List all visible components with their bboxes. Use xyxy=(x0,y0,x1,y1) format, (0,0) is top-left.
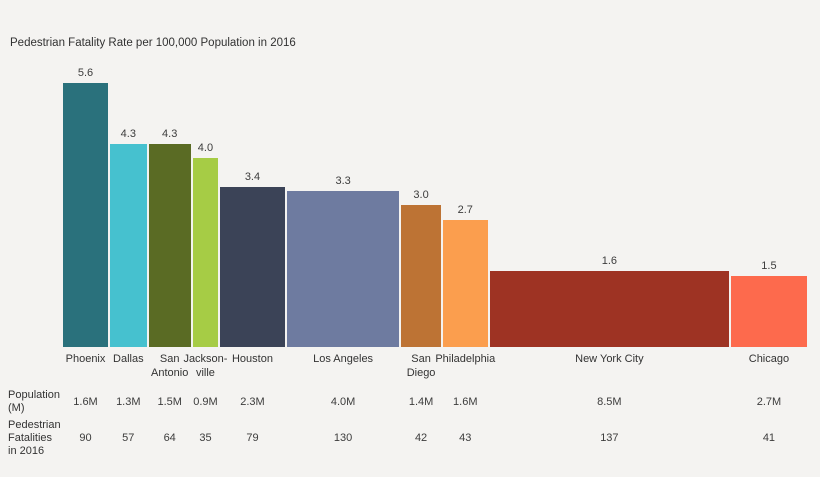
population-value-dallas: 1.3M xyxy=(116,396,141,408)
bar-col-phoenix: 5.6 xyxy=(63,66,109,347)
bar-value-new-york-city: 1.6 xyxy=(601,255,618,268)
bar-col-new-york-city: 1.6 xyxy=(489,66,729,347)
city-label-line: Antonio xyxy=(151,367,189,379)
city-label-phoenix: Phoenix xyxy=(63,352,108,366)
bar-dallas xyxy=(110,144,147,347)
bar-jacksonville xyxy=(192,158,219,347)
city-labels-row: Phoenix Dallas San Antonio Jackson-ville Hous… xyxy=(63,352,807,380)
bar-value-san-diego: 3.0 xyxy=(413,189,429,202)
city-label-line: Jackson- xyxy=(183,353,228,365)
population-value-los-angeles: 4.0M xyxy=(330,396,356,408)
population-value-phoenix: 1.6M xyxy=(73,396,98,408)
bar-value-philadelphia: 2.7 xyxy=(457,203,473,216)
bar-col-san-diego: 3.0 xyxy=(401,66,441,347)
population-value-new-york-city: 8.5M xyxy=(597,396,622,408)
row-label-line: in 2016 xyxy=(8,444,45,457)
fatalities-value-dallas: 57 xyxy=(122,432,135,444)
city-label-line: Phoenix xyxy=(65,353,106,365)
bar-los-angeles xyxy=(286,191,400,347)
row-label-line: Pedestrian xyxy=(8,418,61,431)
bar-chicago xyxy=(730,276,807,347)
fatalities-value-los-angeles: 130 xyxy=(333,432,353,444)
city-label-houston: Houston xyxy=(220,352,285,366)
fatalities-value-san-antonio: 64 xyxy=(163,432,176,444)
population-row-label: Population (M) xyxy=(0,389,63,415)
population-value-chicago: 2.7M xyxy=(756,396,782,408)
city-label-line: Houston xyxy=(231,353,273,365)
fatalities-value-houston: 79 xyxy=(246,432,259,444)
bar-value-chicago: 1.5 xyxy=(761,260,777,273)
bar-philadelphia xyxy=(442,219,488,347)
bar-value-los-angeles: 3.3 xyxy=(335,175,351,188)
population-value-jacksonville: 0.9M xyxy=(193,396,218,408)
bar-col-chicago: 1.5 xyxy=(730,66,807,347)
city-label-jacksonville: Jackson-ville xyxy=(183,352,227,380)
bar-col-san-antonio: 4.3 xyxy=(148,66,191,347)
fatalities-value-philadelphia: 43 xyxy=(459,432,472,444)
fatalities-value-phoenix: 90 xyxy=(79,432,92,444)
population-row: Population (M) 1.6M 1.3M 1.5M 0.9M 2.3M 4.0M 1.… xyxy=(0,388,807,416)
row-label-line: Fatalities xyxy=(8,431,53,444)
chart-title: Pedestrian Fatality Rate per 100,000 Pop… xyxy=(10,37,296,49)
bar-value-houston: 3.4 xyxy=(244,170,261,183)
city-label-line: ville xyxy=(195,367,215,379)
population-values: 1.6M 1.3M 1.5M 0.9M 2.3M 4.0M 1.4M 1.6M 8.5M 2.7M xyxy=(63,396,807,408)
bar-col-philadelphia: 2.7 xyxy=(442,66,488,347)
population-value-san-diego: 1.4M xyxy=(408,396,434,408)
bar-value-san-antonio: 4.3 xyxy=(162,128,178,141)
fatalities-value-chicago: 41 xyxy=(762,432,776,444)
bar-value-jacksonville: 4.0 xyxy=(197,142,214,155)
fatalities-values: 90 57 64 35 79 130 42 43 137 41 xyxy=(63,432,807,444)
population-value-san-antonio: 1.5M xyxy=(157,396,182,408)
fatalities-value-san-diego: 42 xyxy=(414,432,428,444)
fatalities-row-label: Pedestrian Fatalities in 2016 xyxy=(0,419,63,458)
fatalities-value-jacksonville: 35 xyxy=(199,432,212,444)
city-label-san-antonio: San Antonio xyxy=(149,352,191,380)
bars-row: 5.6 4.3 4.3 4.0 3.4 3.3 3.0 2.7 1.6 1.5 xyxy=(63,66,807,347)
city-label-line: New York City xyxy=(575,353,644,365)
city-label-line: Philadelphia xyxy=(435,353,496,365)
city-label-san-diego: San Diego xyxy=(401,352,440,380)
bar-new-york-city xyxy=(489,271,729,347)
population-value-philadelphia: 1.6M xyxy=(453,396,478,408)
bar-phoenix xyxy=(63,82,109,347)
city-label-philadelphia: Philadelphia xyxy=(435,352,495,366)
bar-value-dallas: 4.3 xyxy=(120,128,136,141)
bar-san-diego xyxy=(401,205,441,347)
fatalities-value-new-york-city: 137 xyxy=(600,432,619,444)
fatalities-row: Pedestrian Fatalities in 2016 90 57 64 35 79 13… xyxy=(0,416,807,460)
bar-col-dallas: 4.3 xyxy=(110,66,147,347)
city-label-line: San xyxy=(411,353,431,365)
city-label-line: Diego xyxy=(406,367,436,379)
bar-col-los-angeles: 3.3 xyxy=(286,66,400,347)
city-label-new-york-city: New York City xyxy=(490,352,729,366)
city-label-dallas: Dallas xyxy=(110,352,147,366)
population-value-houston: 2.3M xyxy=(240,396,265,408)
city-label-los-angeles: Los Angeles xyxy=(287,352,400,366)
city-label-chicago: Chicago xyxy=(731,352,807,366)
bar-col-houston: 3.4 xyxy=(220,66,285,347)
city-label-line: Chicago xyxy=(748,353,790,365)
city-label-line: Los Angeles xyxy=(313,353,374,365)
bar-col-jacksonville: 4.0 xyxy=(192,66,219,347)
bar-value-phoenix: 5.6 xyxy=(77,66,94,79)
bar-houston xyxy=(220,186,285,347)
row-label-line: (M) xyxy=(8,402,25,414)
city-label-line: Dallas xyxy=(113,353,144,365)
bar-san-antonio xyxy=(148,144,191,347)
row-label-line: Population xyxy=(8,389,60,401)
city-label-line: San xyxy=(159,353,180,365)
